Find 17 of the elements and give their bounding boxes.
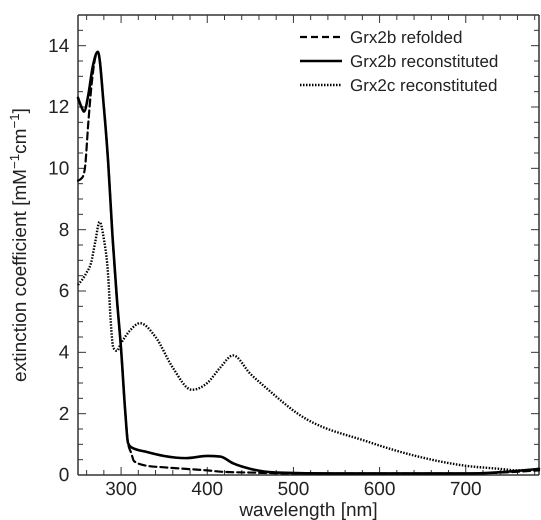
y-tick-label: 0 — [58, 465, 70, 486]
x-tick-label: 700 — [450, 479, 482, 500]
y-tick-label: 8 — [58, 220, 70, 241]
x-axis-title: wavelength [nm] — [238, 500, 378, 520]
x-tick-label: 600 — [364, 479, 396, 500]
legend-label: Grx2b refolded — [350, 28, 462, 47]
y-tick-label: 14 — [48, 36, 70, 57]
x-tick-label: 500 — [278, 479, 310, 500]
y-tick-label: 12 — [48, 97, 70, 118]
legend-label: Grx2b reconstituted — [350, 52, 498, 71]
legend-label: Grx2c reconstituted — [350, 76, 498, 95]
x-tick-label: 300 — [105, 479, 137, 500]
y-tick-label: 10 — [48, 158, 70, 180]
y-tick-label: 4 — [58, 342, 70, 364]
y-tick-label: 2 — [58, 404, 70, 425]
y-tick-label: 6 — [58, 281, 70, 302]
x-tick-label: 400 — [191, 479, 224, 500]
